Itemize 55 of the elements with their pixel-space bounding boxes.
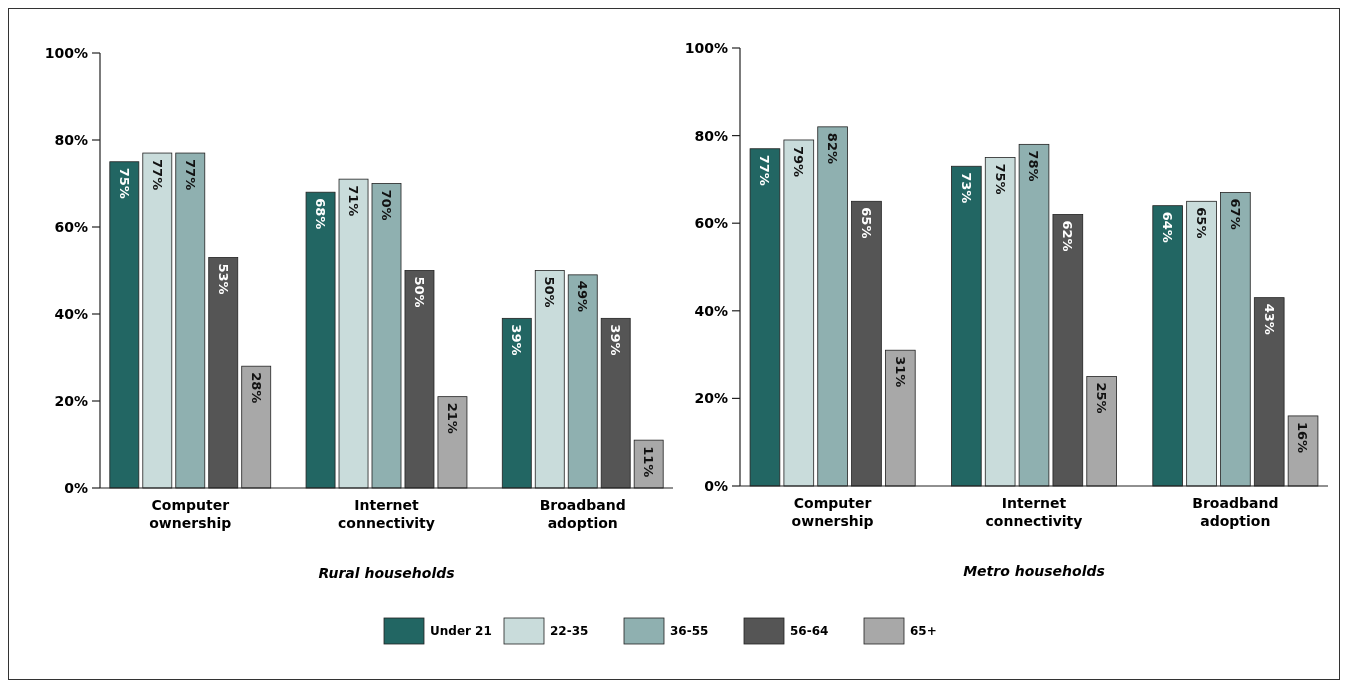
y-tick-label: 80% bbox=[54, 131, 88, 148]
data-label: 82% bbox=[825, 132, 841, 164]
x-tick-label: Computer ownership bbox=[149, 497, 232, 531]
data-label: 79% bbox=[791, 145, 807, 178]
data-label: 68% bbox=[313, 198, 328, 230]
legend-label: 36-55 bbox=[670, 624, 709, 639]
x-axis-title: Rural households bbox=[318, 565, 455, 581]
data-label: 50% bbox=[411, 276, 427, 308]
data-label: 77% bbox=[757, 154, 773, 186]
y-tick-label: 60% bbox=[54, 218, 88, 235]
legend-label: 65+ bbox=[910, 624, 937, 639]
data-label: 65% bbox=[1193, 207, 1209, 239]
data-label: 28% bbox=[248, 372, 264, 404]
y-tick-label: 20% bbox=[54, 392, 88, 409]
y-tick-label: 60% bbox=[694, 215, 728, 232]
x-tick-label: Broadband adoption bbox=[1192, 495, 1279, 529]
data-label: 77% bbox=[149, 159, 165, 191]
data-label: 25% bbox=[1094, 382, 1110, 414]
data-label: 62% bbox=[1060, 220, 1076, 252]
legend-label: Under 21 bbox=[430, 624, 492, 639]
data-label: 64% bbox=[1160, 211, 1176, 243]
data-label: 75% bbox=[992, 163, 1008, 195]
data-label: 39% bbox=[608, 324, 624, 356]
data-label: 78% bbox=[1026, 150, 1042, 182]
data-label: 75% bbox=[116, 167, 132, 199]
data-label: 71% bbox=[345, 185, 361, 217]
data-label: 31% bbox=[892, 356, 908, 388]
y-tick-label: 20% bbox=[694, 390, 728, 407]
x-tick-label: Internet connectivity bbox=[985, 495, 1083, 529]
data-label: 49% bbox=[575, 280, 591, 312]
data-label: 53% bbox=[215, 263, 231, 295]
y-tick-label: 40% bbox=[54, 305, 88, 322]
x-axis-title: Metro households bbox=[963, 563, 1105, 579]
x-tick-label: Internet connectivity bbox=[338, 497, 435, 531]
y-tick-label: 100% bbox=[44, 44, 88, 61]
x-tick-label: Computer ownership bbox=[791, 495, 874, 529]
y-tick-label: 100% bbox=[684, 39, 728, 56]
data-label: 70% bbox=[378, 189, 394, 221]
data-label: 73% bbox=[958, 172, 974, 204]
data-label: 65% bbox=[858, 207, 874, 239]
x-tick-label: Broadband adoption bbox=[539, 497, 626, 531]
data-label: 16% bbox=[1295, 421, 1311, 454]
y-tick-label: 80% bbox=[694, 127, 728, 144]
data-label: 67% bbox=[1227, 198, 1243, 230]
data-label: 21% bbox=[444, 402, 460, 434]
y-tick-label: 0% bbox=[64, 479, 88, 496]
y-tick-label: 0% bbox=[704, 477, 728, 494]
legend-label: 56-64 bbox=[790, 624, 829, 639]
legend-label: 22-35 bbox=[550, 624, 589, 639]
data-label: 77% bbox=[182, 159, 198, 191]
y-tick-label: 40% bbox=[694, 302, 728, 319]
data-label: 43% bbox=[1261, 303, 1277, 335]
data-label: 50% bbox=[542, 276, 558, 308]
data-label: 11% bbox=[641, 446, 657, 478]
data-label: 39% bbox=[509, 324, 525, 356]
